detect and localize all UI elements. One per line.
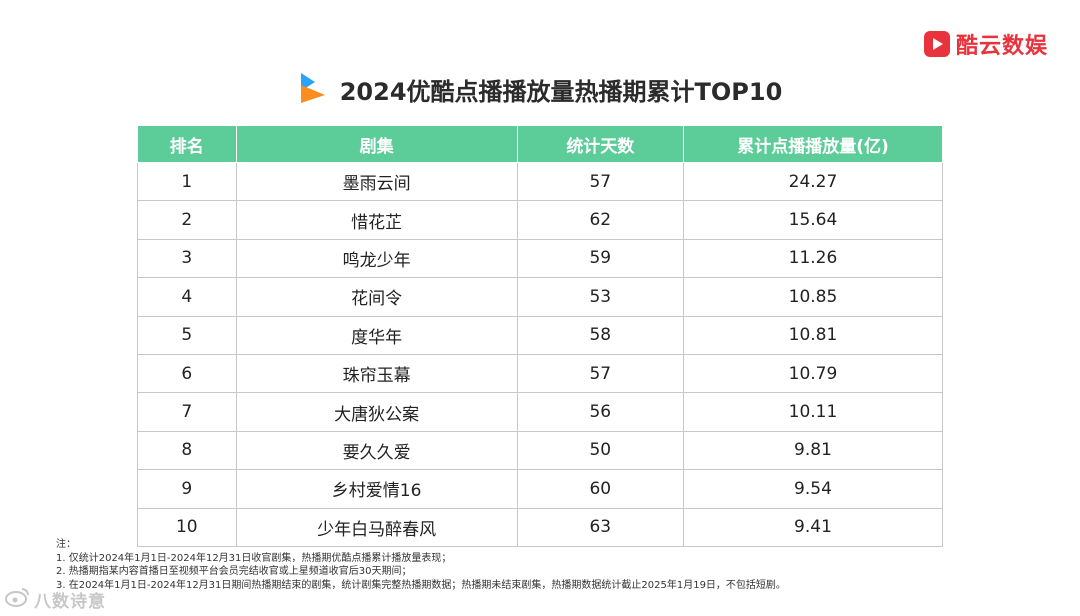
plays-cell: 10.81 xyxy=(682,315,944,355)
footnotes: 注： 1. 仅统计2024年1月1日-2024年12月31日收官剧集，热播期优酷… xyxy=(56,538,1056,592)
table-row: 10 少年白马醉春风 63 9.41 xyxy=(137,507,944,547)
brand: 酷云数娱 xyxy=(923,28,1048,60)
footnote-1: 1. 仅统计2024年1月1日-2024年12月31日收官剧集，热播期优酷点播累… xyxy=(56,552,452,564)
days-cell: 50 xyxy=(516,430,684,471)
rank-cell: 5 xyxy=(137,315,237,355)
page-title: 2024优酷点播播放量热播期累计TOP10 xyxy=(339,77,783,106)
rank-cell: 9 xyxy=(137,469,237,509)
series-cell: 花间令 xyxy=(235,277,518,317)
days-cell: 62 xyxy=(516,200,684,240)
days-cell: 59 xyxy=(516,238,684,279)
plays-cell: 15.64 xyxy=(682,200,944,240)
rank-cell: 1 xyxy=(137,161,237,202)
plays-cell: 9.54 xyxy=(682,469,944,509)
table-row: 3 鸣龙少年 59 11.26 xyxy=(137,238,944,279)
youku-logo-icon xyxy=(298,70,328,108)
table-row: 2 惜花芷 62 15.64 xyxy=(137,200,944,240)
series-cell: 墨雨云间 xyxy=(235,161,518,202)
table-header-row: 排名 剧集 统计天数 累计点播播放量(亿) xyxy=(137,125,944,163)
rank-cell: 7 xyxy=(137,392,237,432)
rank-cell: 8 xyxy=(137,430,237,471)
table-row: 1 墨雨云间 57 24.27 xyxy=(137,161,944,202)
days-cell: 58 xyxy=(516,315,684,355)
rank-cell: 10 xyxy=(137,507,237,547)
header-rank: 排名 xyxy=(137,125,237,163)
header-series: 剧集 xyxy=(235,125,518,163)
days-cell: 53 xyxy=(516,277,684,317)
series-cell: 乡村爱情16 xyxy=(235,469,518,509)
footnote-3: 3. 在2024年1月1日-2024年12月31日期间热播期结束的剧集，统计剧集… xyxy=(56,579,786,591)
watermark-text: 八数诗意 xyxy=(34,591,106,612)
plays-cell: 10.11 xyxy=(682,392,944,432)
plays-cell: 9.41 xyxy=(682,507,944,547)
days-cell: 56 xyxy=(516,392,684,432)
series-cell: 珠帘玉幕 xyxy=(235,353,518,394)
watermark: 八数诗意 xyxy=(4,586,106,612)
rank-cell: 4 xyxy=(137,277,237,317)
header-plays: 累计点播播放量(亿) xyxy=(682,125,944,163)
rank-cell: 2 xyxy=(137,200,237,240)
days-cell: 60 xyxy=(516,469,684,509)
table-row: 9 乡村爱情16 60 9.54 xyxy=(137,469,944,509)
table-row: 8 要久久爱 50 9.81 xyxy=(137,430,944,471)
header-days: 统计天数 xyxy=(516,125,684,163)
plays-cell: 9.81 xyxy=(682,430,944,471)
plays-cell: 10.79 xyxy=(682,353,944,394)
days-cell: 57 xyxy=(516,161,684,202)
series-cell: 要久久爱 xyxy=(235,430,518,471)
footnote-2: 2. 热播期指某内容首播日至视频平台会员完结收官或上星频道收官后30天期间； xyxy=(56,566,412,577)
table-row: 6 珠帘玉幕 57 10.79 xyxy=(137,353,944,394)
series-cell: 大唐狄公案 xyxy=(235,392,518,432)
play-logo-icon xyxy=(923,31,950,57)
weibo-logo-icon xyxy=(4,586,30,612)
plays-cell: 11.26 xyxy=(682,238,944,279)
rank-cell: 6 xyxy=(137,353,237,394)
table-row: 5 度华年 58 10.81 xyxy=(137,315,944,355)
days-cell: 63 xyxy=(516,507,684,547)
days-cell: 57 xyxy=(516,353,684,394)
brand-name: 酷云数娱 xyxy=(955,34,1048,59)
series-cell: 度华年 xyxy=(235,315,518,355)
series-cell: 惜花芷 xyxy=(235,200,518,240)
footnote-heading: 注： xyxy=(56,539,76,550)
table-row: 4 花间令 53 10.85 xyxy=(137,277,944,317)
plays-cell: 24.27 xyxy=(682,161,944,202)
ranking-table: 排名 剧集 统计天数 累计点播播放量(亿) 1 墨雨云间 57 24.27 2 … xyxy=(137,125,944,547)
title-area: 2024优酷点播播放量热播期累计TOP10 xyxy=(0,70,1080,108)
series-cell: 鸣龙少年 xyxy=(235,238,518,279)
rank-cell: 3 xyxy=(137,238,237,279)
table-row: 7 大唐狄公案 56 10.11 xyxy=(137,392,944,432)
series-cell: 少年白马醉春风 xyxy=(235,507,518,547)
plays-cell: 10.85 xyxy=(682,277,944,317)
